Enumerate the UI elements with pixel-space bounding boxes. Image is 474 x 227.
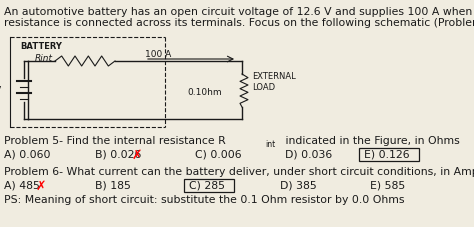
Text: B) 0.026: B) 0.026 xyxy=(95,149,141,159)
Text: int: int xyxy=(265,139,275,148)
Text: resistance is connected across its terminals. Focus on the following schematic (: resistance is connected across its termi… xyxy=(4,18,474,28)
Text: E) 0.126: E) 0.126 xyxy=(364,149,410,159)
Text: Rint: Rint xyxy=(35,54,53,63)
Text: indicated in the Figure, in Ohms: indicated in the Figure, in Ohms xyxy=(282,135,460,145)
Text: 12.6V: 12.6V xyxy=(0,86,2,95)
Text: A) 485: A) 485 xyxy=(4,180,40,190)
Text: 0.10hm: 0.10hm xyxy=(187,88,222,97)
Text: B) 185: B) 185 xyxy=(95,180,131,190)
Text: PS: Meaning of short circuit: substitute the 0.1 Ohm resistor by 0.0 Ohms: PS: Meaning of short circuit: substitute… xyxy=(4,194,404,204)
Text: An automotive battery has an open circuit voltage of 12.6 V and supplies 100 A w: An automotive battery has an open circui… xyxy=(4,7,474,17)
Bar xyxy=(184,179,234,192)
Text: E) 585: E) 585 xyxy=(370,180,405,190)
Text: ✗: ✗ xyxy=(132,148,143,161)
Text: EXTERNAL
LOAD: EXTERNAL LOAD xyxy=(252,72,296,92)
Bar xyxy=(359,148,419,161)
Text: D) 0.036: D) 0.036 xyxy=(285,149,332,159)
Text: Problem 5- Find the internal resistance R: Problem 5- Find the internal resistance … xyxy=(4,135,226,145)
Text: C) 285: C) 285 xyxy=(189,180,225,190)
Text: A) 0.060: A) 0.060 xyxy=(4,149,51,159)
Text: D) 385: D) 385 xyxy=(280,180,317,190)
Text: BATTERY: BATTERY xyxy=(20,42,62,51)
Text: Problem 6- What current can the battery deliver, under short circuit conditions,: Problem 6- What current can the battery … xyxy=(4,166,474,176)
Text: C) 0.006: C) 0.006 xyxy=(195,149,242,159)
Text: ✗: ✗ xyxy=(36,179,46,192)
Text: 100 A: 100 A xyxy=(145,50,171,59)
